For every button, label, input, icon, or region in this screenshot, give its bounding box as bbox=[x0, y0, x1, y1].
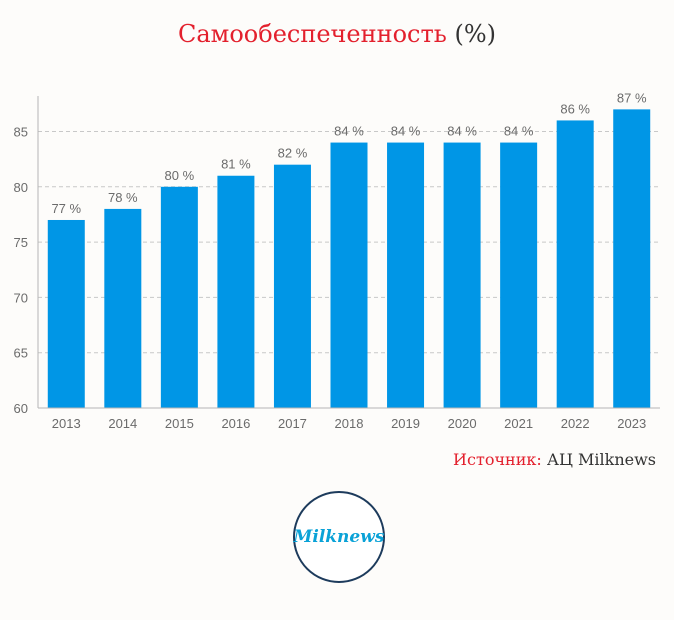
data-label: 77 % bbox=[51, 201, 81, 216]
bar bbox=[217, 175, 255, 408]
y-tick-label: 85 bbox=[14, 125, 28, 140]
data-label: 86 % bbox=[560, 101, 590, 116]
bar bbox=[613, 109, 651, 408]
data-label: 80 % bbox=[165, 168, 195, 183]
x-tick-label: 2020 bbox=[448, 416, 477, 431]
chart-title-unit: (%) bbox=[454, 20, 496, 48]
x-tick-label: 2021 bbox=[504, 416, 533, 431]
y-tick-label: 60 bbox=[14, 401, 28, 416]
data-label: 87 % bbox=[617, 90, 647, 105]
bar bbox=[556, 120, 594, 408]
bar bbox=[330, 142, 368, 408]
source-value: АЦ Milknews bbox=[546, 450, 656, 469]
logo-text: Milknews bbox=[293, 527, 385, 547]
x-tick-label: 2023 bbox=[617, 416, 646, 431]
bar bbox=[387, 142, 425, 408]
data-label: 84 % bbox=[334, 124, 364, 139]
x-tick-label: 2018 bbox=[335, 416, 364, 431]
y-tick-label: 80 bbox=[14, 180, 28, 195]
source-label: Источник: bbox=[453, 450, 542, 469]
source-note: Источник: АЦ Milknews bbox=[453, 450, 656, 469]
x-tick-label: 2015 bbox=[165, 416, 194, 431]
x-tick-label: 2016 bbox=[221, 416, 250, 431]
bar bbox=[273, 164, 311, 408]
bar bbox=[160, 186, 198, 408]
bar bbox=[47, 219, 85, 408]
chart-title: Самообеспеченность (%) bbox=[0, 20, 674, 48]
bar bbox=[500, 142, 538, 408]
y-tick-label: 70 bbox=[14, 290, 28, 305]
y-tick-label: 75 bbox=[14, 235, 28, 250]
x-tick-label: 2013 bbox=[52, 416, 81, 431]
data-label: 82 % bbox=[278, 146, 308, 161]
data-label: 84 % bbox=[504, 124, 534, 139]
data-label: 84 % bbox=[391, 124, 421, 139]
x-tick-label: 2014 bbox=[108, 416, 137, 431]
bar bbox=[443, 142, 481, 408]
x-tick-label: 2017 bbox=[278, 416, 307, 431]
x-tick-label: 2022 bbox=[561, 416, 590, 431]
data-label: 81 % bbox=[221, 157, 251, 172]
bar bbox=[104, 208, 142, 408]
chart-title-text: Самообеспеченность bbox=[178, 20, 447, 48]
bar-chart: 60 65 70 75 80 85 77 % 2013 78 % 2014 80 % 2015 81 %… bbox=[14, 90, 660, 431]
y-tick-label: 65 bbox=[14, 346, 28, 361]
data-label: 84 % bbox=[447, 124, 477, 139]
x-tick-label: 2019 bbox=[391, 416, 420, 431]
data-label: 78 % bbox=[108, 190, 138, 205]
milknews-logo: Milknews bbox=[293, 491, 385, 583]
